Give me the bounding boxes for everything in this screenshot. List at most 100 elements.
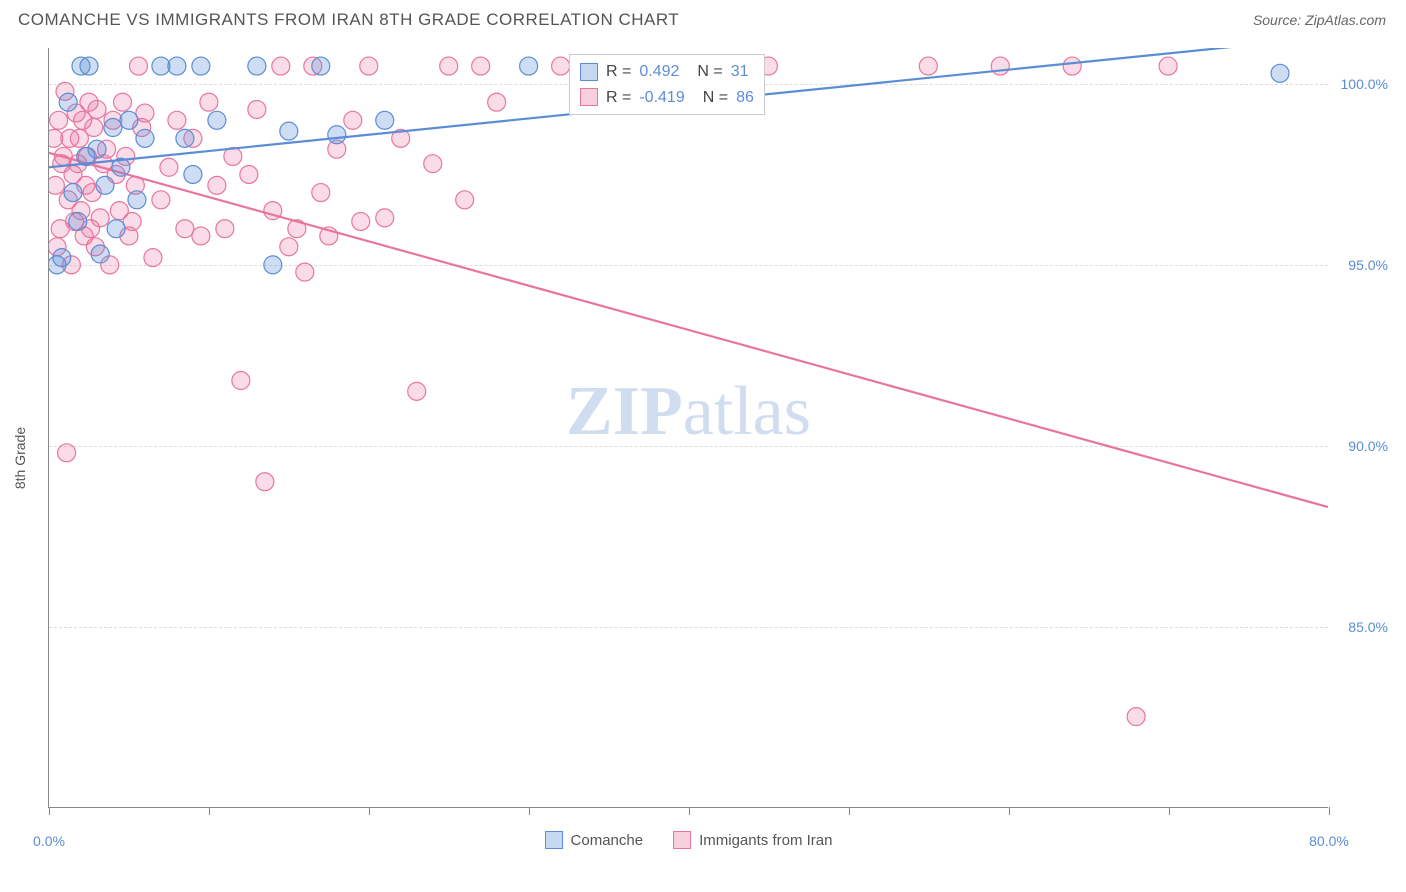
x-tick	[1009, 807, 1010, 815]
scatter-point	[64, 184, 82, 202]
x-tick	[849, 807, 850, 815]
source-attribution: Source: ZipAtlas.com	[1253, 12, 1386, 28]
scatter-point	[91, 245, 109, 263]
scatter-point	[208, 176, 226, 194]
scatter-point	[123, 212, 141, 230]
scatter-point	[128, 191, 146, 209]
x-tick	[49, 807, 50, 815]
scatter-point	[49, 176, 64, 194]
scatter-svg	[49, 48, 1328, 807]
legend-r-label: R =	[606, 59, 631, 85]
scatter-point	[312, 184, 330, 202]
legend-r-label: R =	[606, 85, 631, 111]
scatter-point	[69, 212, 87, 230]
series-legend: Comanche Immigants from Iran	[545, 831, 833, 849]
legend-item: Immigants from Iran	[673, 831, 832, 849]
scatter-point	[91, 209, 109, 227]
scatter-point	[152, 57, 170, 75]
scatter-point	[216, 220, 234, 238]
scatter-point	[376, 209, 394, 227]
x-tick	[1329, 807, 1330, 815]
scatter-point	[114, 93, 132, 111]
scatter-point	[144, 249, 162, 267]
scatter-point	[472, 57, 490, 75]
scatter-point	[80, 57, 98, 75]
scatter-point	[53, 249, 71, 267]
scatter-point	[50, 111, 68, 129]
scatter-point	[200, 93, 218, 111]
y-tick-label: 100.0%	[1341, 76, 1388, 92]
plot-area: ZIPatlas R =0.492N =31R =-0.419N =86 Com…	[48, 48, 1328, 808]
scatter-point	[192, 227, 210, 245]
scatter-point	[1271, 64, 1289, 82]
scatter-point	[280, 238, 298, 256]
legend-label: Comanche	[571, 832, 644, 849]
scatter-point	[1127, 708, 1145, 726]
scatter-point	[58, 444, 76, 462]
scatter-point	[352, 212, 370, 230]
scatter-point	[520, 57, 538, 75]
scatter-point	[160, 158, 178, 176]
scatter-point	[456, 191, 474, 209]
x-tick-label: 80.0%	[1309, 833, 1349, 849]
scatter-point	[991, 57, 1009, 75]
scatter-point	[176, 129, 194, 147]
scatter-point	[88, 140, 106, 158]
scatter-point	[96, 176, 114, 194]
correlation-legend: R =0.492N =31R =-0.419N =86	[569, 54, 765, 115]
legend-row: R = -0.419 N = 86	[580, 85, 754, 111]
scatter-point	[184, 166, 202, 184]
scatter-point	[312, 57, 330, 75]
scatter-point	[208, 111, 226, 129]
scatter-point	[488, 93, 506, 111]
chart-title: COMANCHE VS IMMIGRANTS FROM IRAN 8TH GRA…	[18, 10, 679, 30]
scatter-point	[296, 263, 314, 281]
x-tick-label: 0.0%	[33, 833, 65, 849]
scatter-point	[107, 220, 125, 238]
legend-item: Comanche	[545, 831, 644, 849]
legend-swatch	[673, 831, 691, 849]
scatter-point	[376, 111, 394, 129]
legend-n-value: 31	[731, 59, 749, 85]
scatter-point	[136, 129, 154, 147]
scatter-point	[248, 100, 266, 118]
scatter-point	[440, 57, 458, 75]
scatter-point	[240, 166, 258, 184]
scatter-point	[272, 57, 290, 75]
legend-row: R =0.492N =31	[580, 59, 754, 85]
legend-n-value: 86	[736, 85, 754, 111]
scatter-point	[192, 57, 210, 75]
scatter-point	[130, 57, 148, 75]
scatter-point	[256, 473, 274, 491]
scatter-point	[360, 57, 378, 75]
legend-label: Immigants from Iran	[699, 832, 832, 849]
scatter-point	[120, 111, 138, 129]
y-tick-label: 90.0%	[1348, 438, 1388, 454]
scatter-point	[424, 155, 442, 173]
scatter-point	[280, 122, 298, 140]
scatter-point	[104, 119, 122, 137]
x-tick	[689, 807, 690, 815]
scatter-point	[176, 220, 194, 238]
scatter-point	[88, 100, 106, 118]
scatter-point	[344, 111, 362, 129]
scatter-point	[919, 57, 937, 75]
legend-n-label: N =	[697, 59, 722, 85]
scatter-point	[232, 372, 250, 390]
scatter-point	[85, 119, 103, 137]
y-tick-label: 95.0%	[1348, 257, 1388, 273]
legend-swatch	[580, 88, 598, 106]
scatter-point	[1159, 57, 1177, 75]
legend-n-label: N =	[703, 85, 728, 111]
scatter-point	[152, 191, 170, 209]
scatter-point	[264, 256, 282, 274]
chart-container: 8th Grade ZIPatlas R =0.492N =31R =-0.41…	[48, 48, 1388, 868]
scatter-point	[552, 57, 570, 75]
x-tick	[369, 807, 370, 815]
legend-r-value: -0.419	[639, 85, 684, 111]
x-tick	[209, 807, 210, 815]
legend-swatch	[545, 831, 563, 849]
scatter-point	[59, 93, 77, 111]
scatter-point	[136, 104, 154, 122]
y-axis-label: 8th Grade	[12, 427, 28, 489]
